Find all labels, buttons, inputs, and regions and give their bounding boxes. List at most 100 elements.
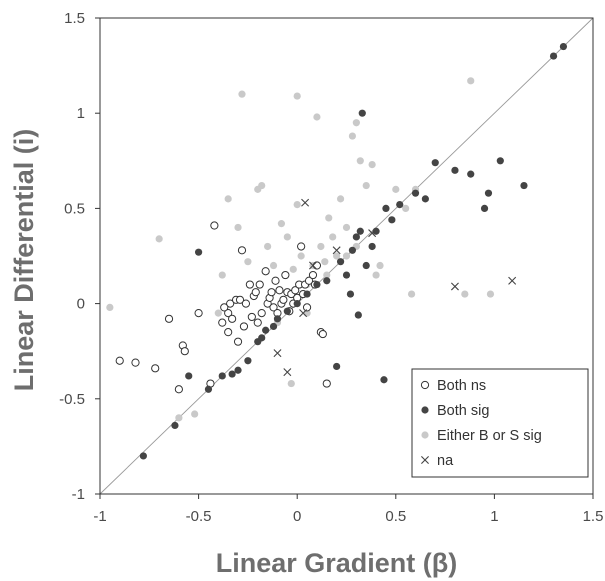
y-tick-label: -0.5 — [59, 391, 85, 408]
data-point — [218, 318, 227, 327]
data-point — [362, 261, 370, 270]
data-point — [333, 362, 341, 371]
data-point — [204, 385, 213, 393]
data-point — [342, 252, 351, 260]
data-point — [332, 246, 341, 255]
data-point — [336, 258, 345, 266]
legend-marker — [421, 406, 429, 414]
data-point — [234, 223, 242, 232]
data-point — [559, 42, 568, 51]
series-na — [273, 198, 517, 377]
data-point — [431, 159, 439, 167]
data-point — [348, 246, 357, 254]
data-point — [486, 290, 495, 298]
x-axis-title: Linear Gradient (β) — [216, 548, 458, 578]
data-point — [220, 303, 229, 312]
data-point — [358, 109, 366, 117]
data-point — [253, 318, 262, 327]
plot-area-frame — [99, 17, 594, 495]
data-point — [356, 227, 364, 235]
data-point — [352, 119, 360, 127]
data-point — [174, 385, 183, 394]
data-point — [245, 280, 254, 289]
data-point — [289, 265, 297, 273]
data-point — [376, 261, 384, 270]
data-point — [368, 161, 376, 169]
y-tick-label: 1.5 — [64, 10, 85, 27]
legend: Both ns Both sig Either B or S sig na — [411, 368, 589, 478]
data-point — [244, 357, 252, 365]
data-point — [131, 358, 140, 367]
data-point — [450, 282, 459, 291]
data-point — [461, 290, 469, 298]
data-point — [224, 309, 233, 318]
series-both-ns — [115, 221, 331, 394]
data-point — [313, 280, 321, 289]
data-point — [308, 261, 317, 270]
legend-marker — [420, 380, 430, 390]
data-point — [261, 267, 270, 276]
data-point — [496, 157, 504, 165]
data-point — [354, 311, 362, 319]
legend-label: Either B or S sig — [437, 428, 542, 444]
data-point — [258, 334, 266, 342]
data-point — [195, 248, 203, 256]
data-point — [402, 204, 410, 212]
data-point — [283, 307, 291, 315]
data-point — [318, 329, 327, 339]
data-point — [396, 200, 404, 209]
data-point — [269, 322, 278, 331]
data-point — [237, 246, 247, 255]
data-point — [267, 288, 276, 297]
data-point — [451, 166, 459, 174]
data-point — [308, 270, 318, 280]
data-point — [262, 326, 270, 334]
x-tick-label: 0 — [293, 508, 301, 525]
data-point — [275, 286, 284, 295]
data-point — [484, 189, 493, 197]
data-point — [194, 309, 203, 318]
data-point — [287, 379, 295, 388]
data-point — [301, 198, 310, 207]
data-point — [323, 271, 331, 279]
data-point — [323, 277, 331, 285]
data-point — [218, 372, 226, 380]
data-point — [356, 157, 364, 165]
data-point — [480, 204, 489, 212]
data-point — [421, 195, 429, 203]
x-tick-label: -0.5 — [186, 508, 212, 525]
data-point — [382, 204, 390, 212]
data-point — [251, 288, 260, 297]
data-point — [321, 258, 329, 266]
data-point — [304, 276, 314, 285]
x-tick-label: 0.5 — [385, 508, 406, 525]
legend-marker — [421, 431, 429, 439]
data-point — [224, 328, 233, 337]
data-point — [380, 376, 388, 384]
y-tick-label: 0.5 — [64, 200, 85, 217]
data-point — [180, 347, 189, 356]
data-point — [279, 295, 288, 304]
data-points-layer — [106, 42, 568, 460]
data-point — [388, 216, 396, 224]
legend-box — [411, 368, 589, 478]
data-point — [139, 452, 147, 460]
data-point — [226, 299, 235, 308]
data-point — [224, 195, 232, 203]
data-point — [234, 366, 242, 374]
data-point — [269, 303, 278, 312]
data-point — [244, 258, 252, 266]
data-point — [269, 261, 278, 270]
data-point — [325, 214, 333, 222]
data-point — [293, 92, 301, 100]
data-point — [155, 235, 163, 243]
data-point — [171, 421, 179, 430]
x-tick-label: -1 — [93, 508, 106, 525]
data-point — [297, 242, 306, 251]
legend-item: Both ns — [420, 378, 486, 394]
data-point — [277, 220, 286, 228]
data-point — [210, 221, 219, 230]
data-point — [291, 286, 300, 295]
legend-marker — [421, 456, 429, 464]
